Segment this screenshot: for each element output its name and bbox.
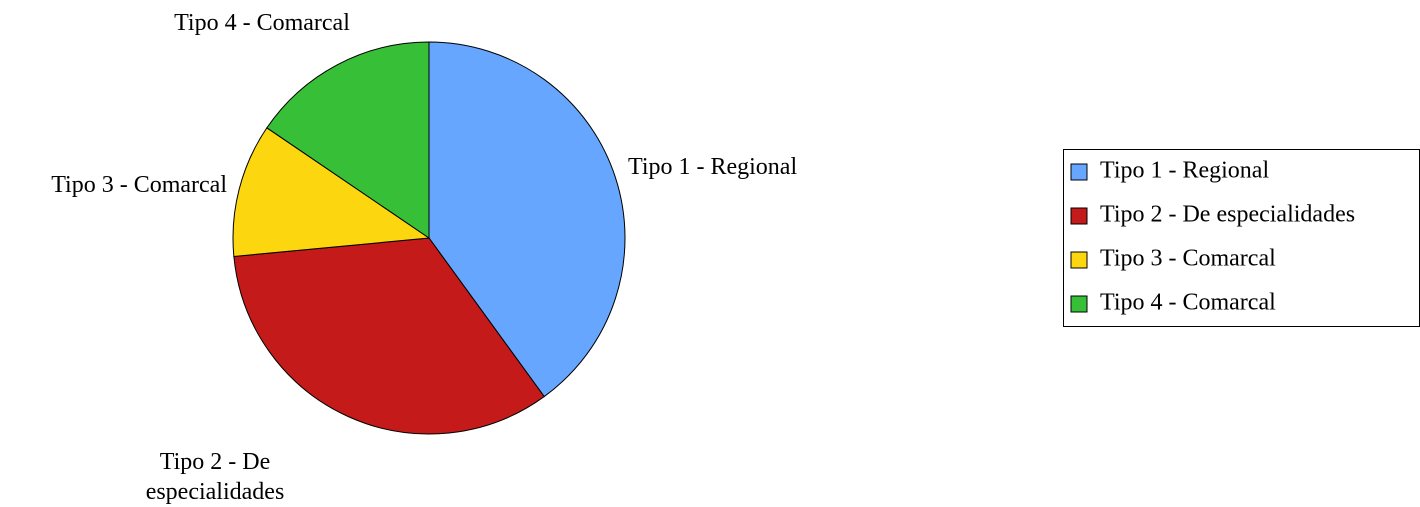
legend-swatch <box>1070 163 1088 181</box>
legend-label: Tipo 2 - De especialidades <box>1100 202 1355 228</box>
legend-swatch <box>1070 295 1088 313</box>
legend-swatch <box>1070 251 1088 269</box>
legend-box <box>1063 149 1420 327</box>
legend-label: Tipo 1 - Regional <box>1100 158 1269 184</box>
slice-label: Tipo 1 - Regional <box>628 154 798 180</box>
slice-label: Tipo 3 - Comarcal <box>51 172 227 198</box>
legend-label: Tipo 3 - Comarcal <box>1100 246 1276 272</box>
legend-label: Tipo 4 - Comarcal <box>1100 290 1276 316</box>
pie-slice <box>266 41 430 239</box>
pie-slice <box>233 237 545 435</box>
slice-label: Tipo 2 - De especialidades <box>145 449 285 505</box>
legend-swatch <box>1070 207 1088 225</box>
slice-label: Tipo 4 - Comarcal <box>174 10 350 36</box>
pie-slice <box>232 127 431 257</box>
pie-slice <box>428 41 626 398</box>
